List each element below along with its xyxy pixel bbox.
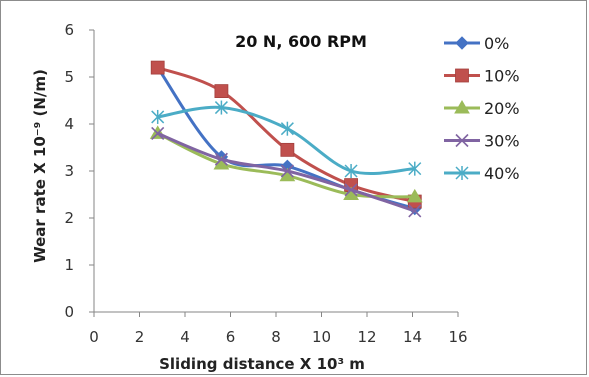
data-point xyxy=(344,183,358,197)
legend-label: 10% xyxy=(484,67,520,86)
legend-swatch-marker xyxy=(455,166,469,180)
series-0pct xyxy=(150,60,422,216)
legend-swatch-marker xyxy=(454,100,470,114)
legend-item: 40% xyxy=(444,164,520,183)
data-point xyxy=(344,164,358,178)
x-tick-label: 8 xyxy=(271,328,281,346)
data-point xyxy=(151,126,165,140)
data-point xyxy=(280,164,294,178)
legend-item: 30% xyxy=(444,132,520,151)
x-tick-label: 2 xyxy=(135,328,145,346)
series-30pct xyxy=(151,126,422,218)
x-tick-label: 12 xyxy=(357,328,376,346)
data-point xyxy=(214,152,228,166)
data-point xyxy=(408,161,422,176)
x-tick-label: 4 xyxy=(180,328,190,346)
y-tick-label: 1 xyxy=(64,256,74,274)
y-tick-label: 2 xyxy=(64,209,74,227)
legend-item: 10% xyxy=(444,67,520,86)
legend-label: 40% xyxy=(484,164,520,183)
legend-label: 20% xyxy=(484,99,520,118)
y-axis-title: Wear rate X 10⁻⁹ (N/m) xyxy=(31,69,49,263)
legend-label: 0% xyxy=(484,34,509,53)
series-10pct xyxy=(150,60,422,209)
x-tick-label: 14 xyxy=(403,328,422,346)
y-tick-label: 4 xyxy=(64,115,74,133)
legend-swatch-marker xyxy=(455,36,469,50)
data-point xyxy=(214,84,229,98)
data-point xyxy=(151,109,165,124)
chart-title: 20 N, 600 RPM xyxy=(235,32,367,51)
data-point xyxy=(408,204,422,218)
data-point xyxy=(280,121,294,136)
data-point xyxy=(280,142,295,157)
x-axis-title: Sliding distance X 10³ m xyxy=(159,355,365,373)
series-40pct xyxy=(151,100,422,178)
legend-swatch-marker xyxy=(455,133,469,148)
series-layer xyxy=(149,60,423,218)
y-tick-label: 0 xyxy=(64,303,74,321)
y-ticks: 0 1 2 3 4 5 6 xyxy=(64,21,94,321)
data-point xyxy=(406,188,423,203)
series-line xyxy=(157,66,416,204)
legend-item: 0% xyxy=(444,34,509,53)
x-tick-label: 16 xyxy=(448,328,467,346)
legend: 0% 10% 20% 30% 40% xyxy=(444,34,520,183)
y-tick-label: 3 xyxy=(64,162,74,180)
x-tick-label: 6 xyxy=(226,328,236,346)
y-tick-label: 6 xyxy=(64,21,74,39)
legend-item: 20% xyxy=(444,99,520,118)
data-point xyxy=(150,60,165,75)
y-tick-label: 5 xyxy=(64,68,74,86)
x-tick-label: 0 xyxy=(89,328,99,346)
legend-label: 30% xyxy=(484,132,520,151)
x-ticks: 0 2 4 6 8 10 12 14 16 xyxy=(89,312,468,346)
legend-swatch-marker xyxy=(455,68,469,83)
data-point xyxy=(214,100,228,115)
series-line xyxy=(156,66,416,211)
x-tick-label: 10 xyxy=(312,328,331,346)
